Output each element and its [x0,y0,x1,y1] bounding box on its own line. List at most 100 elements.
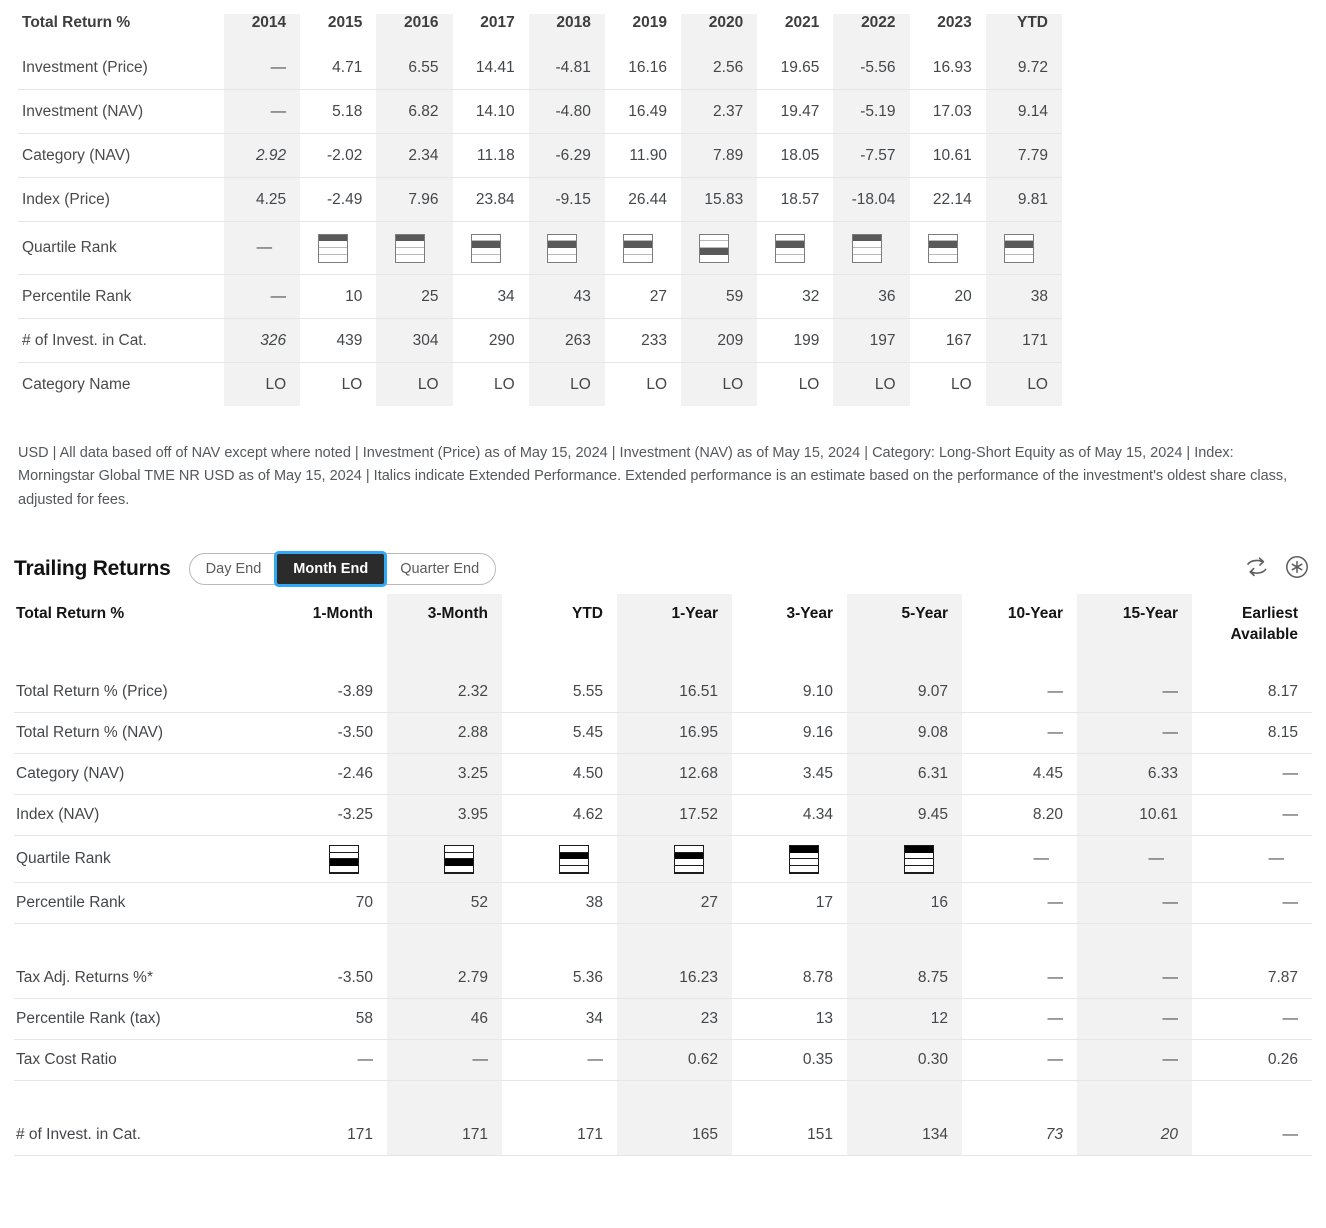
trailing-spacer-cell [272,924,387,959]
annual-cell: 197 [833,318,910,363]
annual-column-header-2018: 2018 [528,14,605,46]
trailing-cell: 17 [732,882,847,925]
trailing-cell: 0.35 [732,1039,847,1082]
annual-row-category-nav: Category (NAV) 2.92 -2.02 2.34 11.18 -6.29 11.… [18,133,1062,178]
trailing-row-tax-adj-returns: Tax Adj. Returns %* -3.50 2.79 5.36 16.23 8.7… [14,958,1312,1000]
performance-page: Total Return % 2014 2015 2016 2017 2018 2019 20… [0,14,1326,1157]
trailing-row-label: Percentile Rank [14,882,272,925]
trailing-cell [272,835,387,884]
annual-cell: 7.79 [985,133,1062,178]
trailing-spacer-cell [847,923,962,959]
trailing-cell: 6.31 [847,753,962,796]
annual-cell: 18.57 [757,177,834,222]
trailing-spacer-cell [502,1081,617,1116]
annual-cell: 19.65 [757,46,834,90]
trailing-cell: — [962,958,1077,1000]
annual-column-header-2020: 2020 [681,14,758,46]
segment-day-end[interactable]: Day End [190,554,278,584]
asterisk-circle-icon[interactable] [1284,554,1310,585]
trailing-cell: — [1192,835,1312,884]
trailing-column-header-ytd: YTD [572,605,603,623]
trailing-cell: 34 [502,998,617,1041]
trailing-row-label: Quartile Rank [14,835,272,884]
annual-cell: LO [528,362,605,406]
trailing-row-tax-cost-ratio: Tax Cost Ratio — — —0.62 0.35 0.30— —0.26 [14,1039,1312,1082]
trailing-cell [502,835,617,884]
annual-cell: 38 [985,274,1062,319]
annual-cell: -2.02 [300,133,377,178]
quartile-cell-wrap [617,844,718,874]
trailing-spacer-cell [962,924,1077,959]
period-segmented-control[interactable]: Day End Month End Quarter End [188,553,497,586]
annual-row-investment-price: Investment (Price) —4.71 6.55 14.41 -4.81 16.… [18,46,1062,90]
annual-cell: LO [833,362,910,406]
trailing-cell [847,835,962,884]
trailing-row-percentile-rank-tax: Percentile Rank (tax) 58 46 34 23 13 12— — — [14,998,1312,1041]
annual-column-header-2021: 2021 [784,14,820,31]
trailing-cell: — [1077,672,1192,714]
trailing-row-label: Percentile Rank (tax) [14,998,272,1041]
trailing-cell: 8.78 [732,958,847,1000]
trailing-row-percentile-rank: Percentile Rank 70 52 38 27 17 16— — — [14,882,1312,925]
annual-cell: 10.61 [909,133,986,178]
trailing-row-label: # of Invest. in Cat. [14,1115,272,1157]
segment-month-end[interactable]: Month End [277,554,385,585]
quartile-rank-icon-q2 [623,233,654,263]
trailing-cell: — [962,835,1077,884]
annual-cell: 11.90 [604,133,682,178]
trailing-cell: 9.45 [847,794,962,837]
annual-cell: -4.81 [528,46,605,90]
trailing-cell: -3.25 [272,794,387,837]
trailing-cell: 171 [272,1115,387,1157]
annual-cell: 36 [833,274,910,319]
quartile-cell-wrap [529,233,591,263]
trailing-row-label: Total Return % (NAV) [14,712,272,755]
annual-returns-section: Total Return % 2014 2015 2016 2017 2018 2019 20… [0,14,1326,406]
annual-cell [528,221,605,275]
annual-cell: -5.56 [833,46,910,90]
annual-cell: 304 [376,318,453,363]
quartile-cell-wrap [757,233,819,263]
trailing-cell: 8.15 [1192,712,1312,755]
annual-cell: LO [681,362,758,406]
trailing-cell: -2.46 [272,753,387,796]
annual-cell: 439 [300,318,377,363]
annual-cell: 9.72 [985,46,1062,90]
trailing-row-total-return-price: Total Return % (Price) -3.89 2.32 5.55 16.51… [14,672,1312,714]
annual-cell [757,221,834,275]
quartile-cell-wrap [376,233,438,263]
trailing-spacer-cell [1192,1081,1312,1116]
annual-cell: 2.92 [224,133,301,178]
quartile-rank-icon-q2 [546,233,577,263]
quartile-cell-wrap [300,233,362,263]
annual-cell [452,221,529,275]
trailing-cell: 23 [617,998,732,1041]
trailing-cell: 3.25 [387,753,502,796]
annual-cell: 4.25 [224,177,301,222]
trailing-cell: 70 [272,882,387,925]
trailing-cell: 73 [962,1115,1077,1157]
annual-row-investment-nav: Investment (NAV) —5.18 6.82 14.10 -4.80 16.49… [18,89,1062,134]
trailing-cell: 17.52 [617,794,732,837]
header-icon-group [1244,554,1310,585]
data-footnote: USD | All data based off of NAV except w… [18,445,1288,508]
annual-cell: LO [376,362,453,406]
trailing-row-quartile-rank: Quartile Rank — — — [14,835,1312,884]
quartile-rank-icon-q2 [775,233,806,263]
trailing-cell [732,835,847,884]
annual-cell: -4.80 [528,89,605,134]
trailing-cell: 151 [732,1115,847,1157]
swap-refresh-icon[interactable] [1244,555,1270,584]
trailing-cell: 9.16 [732,712,847,755]
annual-column-header-2019: 2019 [632,14,668,31]
segment-quarter-end[interactable]: Quarter End [384,554,495,584]
annual-cell: 209 [681,318,758,363]
annual-cell: LO [341,375,363,393]
trailing-spacer-cell [732,1081,847,1116]
annual-cell [833,221,910,275]
quartile-cell-wrap: — [256,239,273,256]
annual-cell: — [224,274,301,319]
trailing-column-header-earliest-available: Earliest Available [1230,605,1299,644]
trailing-cell: — [1077,958,1192,1000]
trailing-cell: 165 [617,1115,732,1157]
